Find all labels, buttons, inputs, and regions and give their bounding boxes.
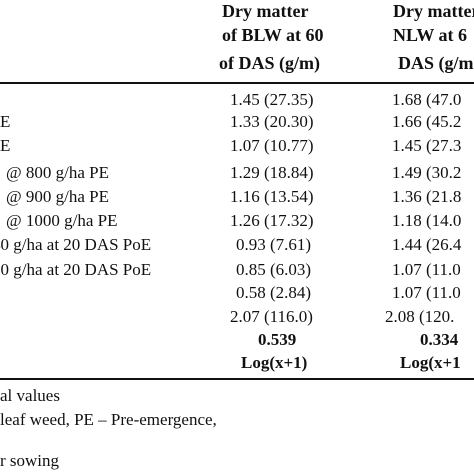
blw-cell: 2.07 (116.0) [230, 307, 313, 326]
treatment-cell: E [0, 136, 11, 155]
footnote-line: leaf weed, PE – Pre-emergence, [0, 410, 217, 429]
blw-cell: 1.07 (10.77) [230, 136, 314, 155]
sem-cd-value: 0.539 [258, 330, 297, 349]
bottom-rule [0, 378, 474, 380]
treatment-cell: @ 900 g/ha PE [6, 187, 110, 206]
treatment-cell: 50 g/ha at 20 DAS PoE [0, 260, 152, 279]
nlw-cell: 1.18 (14.0 [392, 211, 462, 230]
blw-cell: 0.58 (2.84) [236, 283, 312, 302]
blw-cell: 1.33 (20.30) [230, 112, 314, 131]
nlw-cell: 1.07 (11.0 [392, 260, 461, 279]
blw-cell: 1.45 (27.35) [230, 90, 314, 109]
footnote-line: al values [0, 386, 60, 405]
blw-cell: 1.29 (18.84) [230, 163, 314, 182]
header-col1-line3: of DAS (g/m) [219, 53, 320, 73]
treatment-cell: E [0, 112, 11, 131]
nlw-cell: 1.68 (47.0 [392, 90, 462, 109]
nlw-cell: 1.45 (27.3 [392, 136, 462, 155]
treatment-cell: 40 g/ha at 20 DAS PoE [0, 235, 152, 254]
nlw-cell: 1.49 (30.2 [392, 163, 462, 182]
treatment-cell: @ 800 g/ha PE [6, 163, 110, 182]
blw-cell: 1.16 (13.54) [230, 187, 314, 206]
blw-cell: 1.26 (17.32) [230, 211, 314, 230]
nlw-cell: 1.36 (21.8 [392, 187, 462, 206]
sem-cd-value: 0.334 [420, 330, 459, 349]
nlw-cell: 1.44 (26.4 [392, 235, 462, 254]
header-col2-line2: NLW at 6 [393, 25, 468, 45]
header-col2-line3: DAS (g/m [398, 53, 474, 73]
transformation-label: Log(x+1 [400, 353, 461, 372]
blw-cell: 0.93 (7.61) [236, 235, 312, 254]
header-col1-line2: of BLW at 60 [222, 25, 324, 45]
header-rule [0, 82, 474, 84]
header-col2-line1: Dry matter [393, 1, 474, 21]
header-col1-line1: Dry matter [222, 1, 309, 21]
treatment-cell: @ 1000 g/ha PE [6, 211, 118, 230]
nlw-cell: 2.08 (120. [385, 307, 455, 326]
nlw-cell: 1.66 (45.2 [392, 112, 462, 131]
transformation-label: Log(x+1) [241, 353, 308, 372]
footnote-line: r sowing [0, 451, 60, 470]
blw-cell: 0.85 (6.03) [236, 260, 312, 279]
nlw-cell: 1.07 (11.0 [392, 283, 461, 302]
